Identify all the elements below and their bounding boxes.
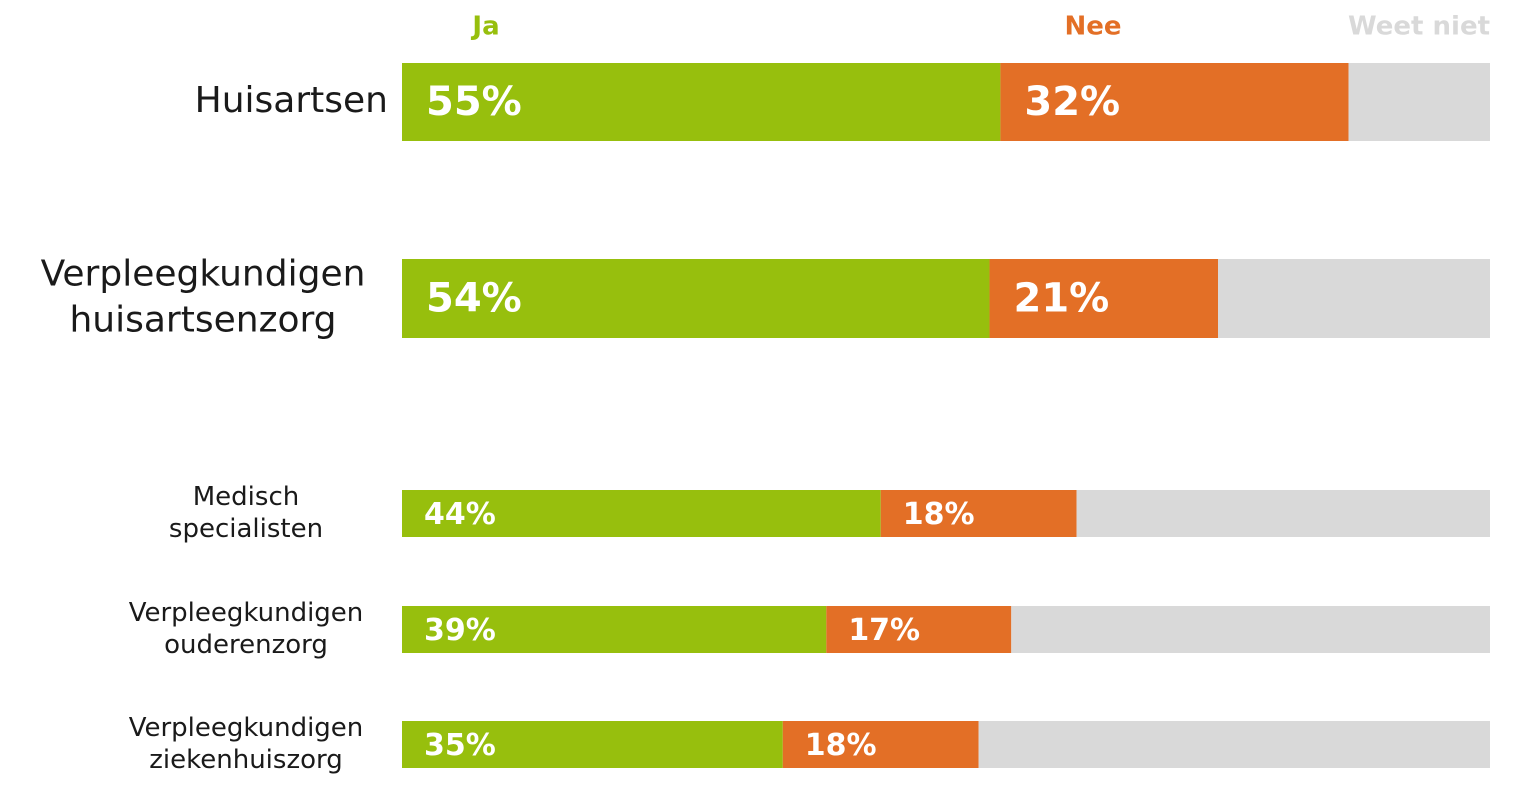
bar-segment	[978, 721, 1490, 768]
bar-segment	[1000, 63, 1349, 141]
value-label: 32%	[1024, 79, 1120, 125]
category-label: Huisartsen	[195, 80, 388, 121]
bar-segment	[1348, 63, 1490, 141]
bar-segment	[1076, 490, 1490, 537]
category-label: ziekenhuiszorg	[149, 745, 343, 775]
bar-segment	[989, 259, 1218, 338]
bar-segment	[782, 721, 979, 768]
bar-segment	[402, 63, 1001, 141]
category-label: Verpleegkundigen	[41, 254, 366, 295]
value-label: 35%	[424, 728, 496, 763]
bar-segment	[402, 490, 881, 537]
category-label: Verpleegkundigen	[129, 598, 364, 628]
bar-segment	[1218, 259, 1490, 338]
bar-segment	[402, 606, 827, 653]
value-label: 55%	[426, 79, 522, 125]
value-label: 44%	[424, 497, 496, 532]
legend-label: Weet niet	[1348, 12, 1490, 42]
value-label: 17%	[848, 613, 920, 648]
legend-label: Nee	[1064, 12, 1121, 42]
value-label: 21%	[1014, 276, 1110, 322]
bar-segment	[1011, 606, 1490, 653]
value-label: 18%	[903, 497, 975, 532]
category-label: Medisch	[193, 482, 299, 512]
category-label: huisartsenzorg	[69, 300, 336, 341]
value-label: 18%	[805, 728, 877, 763]
bar-segment	[402, 259, 990, 338]
bar-segment	[880, 490, 1077, 537]
legend-label: Ja	[470, 12, 499, 42]
value-label: 54%	[426, 276, 522, 322]
category-label: specialisten	[169, 514, 323, 544]
bar-segment	[826, 606, 1012, 653]
category-label: ouderenzorg	[164, 630, 328, 660]
bar-segment	[402, 721, 783, 768]
category-label: Verpleegkundigen	[129, 713, 364, 743]
value-label: 39%	[424, 613, 496, 648]
